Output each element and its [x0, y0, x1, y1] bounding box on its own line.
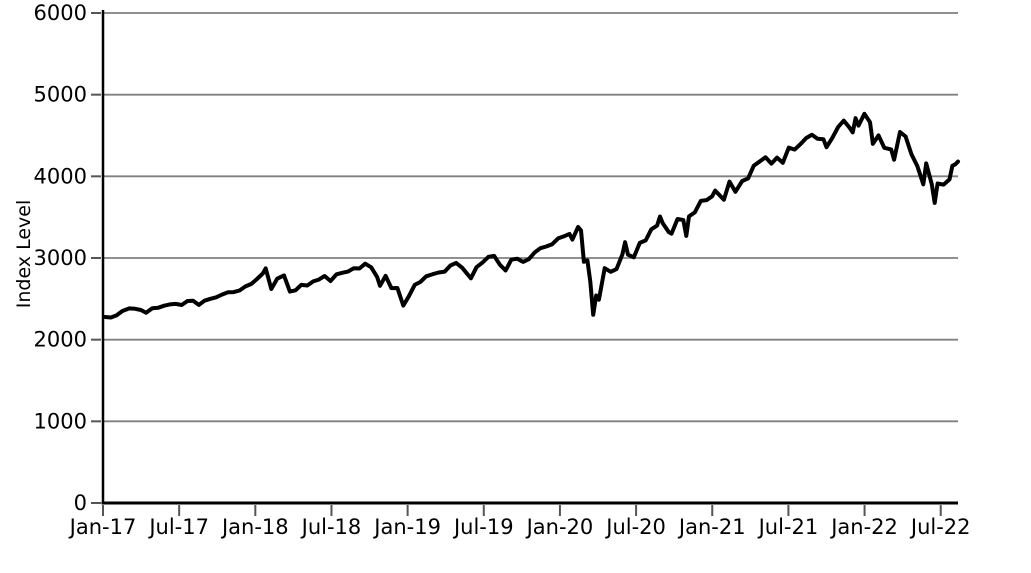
y-axis-title: Index Level: [13, 199, 35, 309]
x-tick-label-Jul-17: Jul-17: [147, 515, 209, 539]
x-tick-label-Jul-18: Jul-18: [300, 515, 362, 539]
x-tick-label-Jul-20: Jul-20: [604, 515, 666, 539]
ticks-group: [91, 12, 942, 516]
x-tick-label-Jan-22: Jan-22: [829, 515, 898, 539]
y-tick-label-3000: 3000: [34, 246, 87, 270]
x-tick-label-Jan-20: Jan-20: [525, 515, 594, 539]
x-tick-label-Jul-21: Jul-21: [757, 515, 819, 539]
x-tick-label-Jan-21: Jan-21: [677, 515, 746, 539]
data-series-group: [103, 111, 960, 320]
y-tick-label-6000: 6000: [34, 1, 87, 25]
x-tick-label-Jan-19: Jan-19: [372, 515, 441, 539]
x-tick-label-Jul-22: Jul-22: [909, 515, 971, 539]
y-tick-label-0: 0: [74, 491, 87, 515]
x-tick-label-Jan-17: Jan-17: [68, 515, 137, 539]
x-tick-label-Jul-19: Jul-19: [452, 515, 514, 539]
y-tick-label-4000: 4000: [34, 164, 87, 188]
tick-labels-group: 0 1000 2000 3000 4000 5000 6000 Jan-17 Jul-17 Jan…: [34, 1, 971, 539]
y-tick-label-2000: 2000: [34, 328, 87, 352]
y-tick-label-1000: 1000: [34, 409, 87, 433]
gridlines-group: [103, 12, 958, 423]
y-tick-label-5000: 5000: [34, 83, 87, 107]
data-series-line: [103, 111, 960, 320]
axes-group: [101, 10, 958, 505]
x-tick-label-Jan-18: Jan-18: [220, 515, 289, 539]
